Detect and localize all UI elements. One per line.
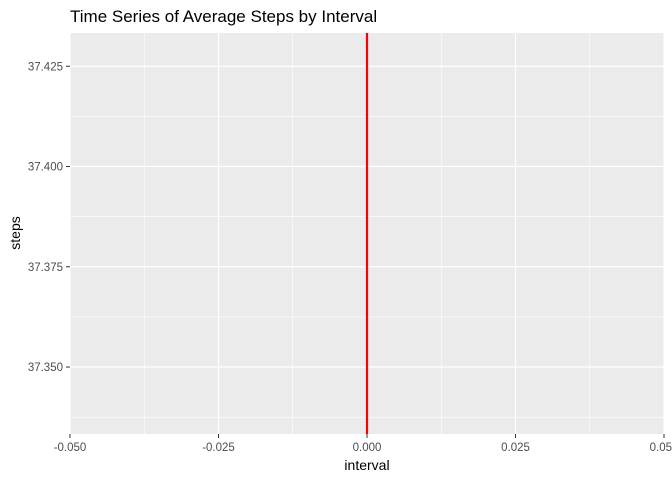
x-tick-label: 0.000	[353, 442, 382, 454]
y-axis: 37.350 37.375 37.400 37.425	[28, 61, 70, 374]
x-axis-title: interval	[344, 457, 389, 473]
y-tick-label: 37.350	[28, 362, 63, 374]
chart-title: Time Series of Average Steps by Interval	[70, 7, 377, 26]
y-tick-label: 37.400	[28, 162, 63, 174]
y-tick-label: 37.425	[28, 61, 63, 73]
y-axis-title: steps	[7, 216, 23, 249]
x-tick-label: -0.025	[202, 442, 235, 454]
y-tick-label: 37.375	[28, 262, 63, 274]
x-tick-label: -0.050	[54, 442, 87, 454]
x-tick-label: 0.050	[650, 442, 672, 454]
x-tick-label: 0.025	[501, 442, 530, 454]
x-axis: -0.050 -0.025 0.000 0.025 0.050	[54, 434, 672, 454]
